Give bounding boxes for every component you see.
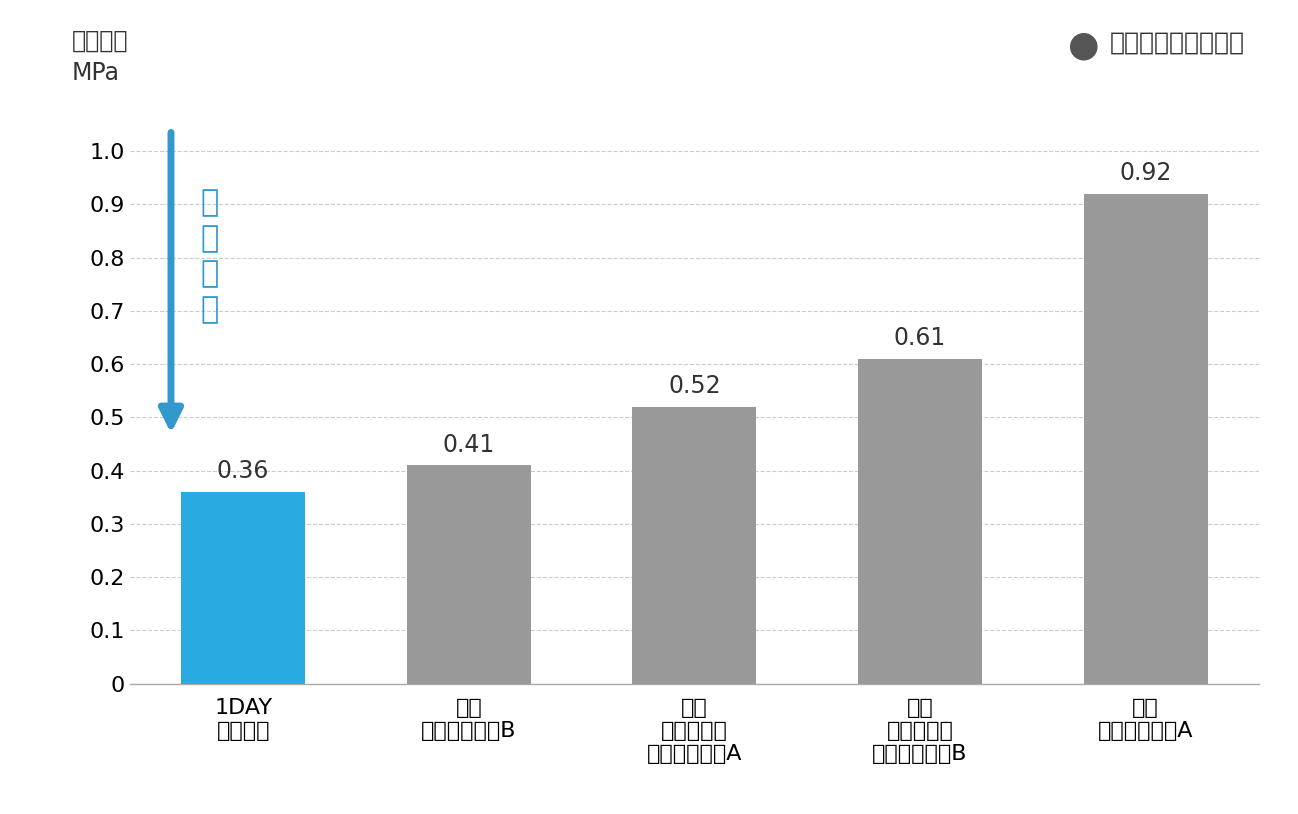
Text: ヤング率: ヤング率 xyxy=(71,28,129,52)
Bar xyxy=(858,359,983,684)
Text: 0.36: 0.36 xyxy=(217,459,270,484)
Bar xyxy=(406,466,531,684)
Bar xyxy=(632,407,757,684)
Text: 0.41: 0.41 xyxy=(443,433,495,457)
Bar xyxy=(1084,194,1207,684)
Text: 0.92: 0.92 xyxy=(1119,161,1172,185)
Bar xyxy=(182,492,305,684)
Text: ●: ● xyxy=(1068,28,1099,63)
Text: メニコン社内データ: メニコン社内データ xyxy=(1110,30,1245,54)
Text: 柔
ら
か
い: 柔 ら か い xyxy=(200,188,218,325)
Text: MPa: MPa xyxy=(71,61,119,85)
Text: 0.52: 0.52 xyxy=(668,374,720,398)
Text: 0.61: 0.61 xyxy=(894,326,946,350)
